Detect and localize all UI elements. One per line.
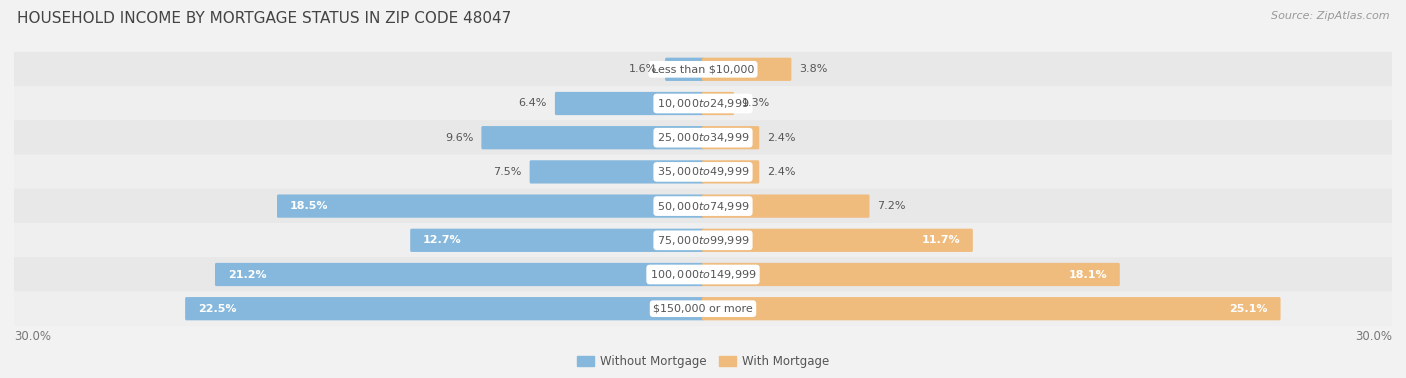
Text: 9.6%: 9.6% <box>444 133 474 143</box>
FancyBboxPatch shape <box>1 223 1405 258</box>
Text: 6.4%: 6.4% <box>519 99 547 108</box>
Text: $35,000 to $49,999: $35,000 to $49,999 <box>657 166 749 178</box>
Text: $50,000 to $74,999: $50,000 to $74,999 <box>657 200 749 212</box>
Text: Less than $10,000: Less than $10,000 <box>652 64 754 74</box>
Text: 7.2%: 7.2% <box>877 201 905 211</box>
FancyBboxPatch shape <box>1 189 1405 223</box>
Text: $150,000 or more: $150,000 or more <box>654 304 752 314</box>
Text: 12.7%: 12.7% <box>423 235 461 245</box>
Text: 30.0%: 30.0% <box>1355 330 1392 343</box>
Text: 30.0%: 30.0% <box>14 330 51 343</box>
Text: $100,000 to $149,999: $100,000 to $149,999 <box>650 268 756 281</box>
Text: HOUSEHOLD INCOME BY MORTGAGE STATUS IN ZIP CODE 48047: HOUSEHOLD INCOME BY MORTGAGE STATUS IN Z… <box>17 11 512 26</box>
FancyBboxPatch shape <box>702 194 869 218</box>
FancyBboxPatch shape <box>1 52 1405 87</box>
FancyBboxPatch shape <box>1 86 1405 121</box>
Legend: Without Mortgage, With Mortgage: Without Mortgage, With Mortgage <box>572 350 834 373</box>
Text: 1.6%: 1.6% <box>628 64 657 74</box>
Text: 21.2%: 21.2% <box>228 270 266 279</box>
FancyBboxPatch shape <box>702 297 1281 320</box>
FancyBboxPatch shape <box>1 120 1405 155</box>
FancyBboxPatch shape <box>702 263 1119 286</box>
Text: 18.1%: 18.1% <box>1069 270 1107 279</box>
FancyBboxPatch shape <box>1 257 1405 292</box>
FancyBboxPatch shape <box>702 229 973 252</box>
Text: 22.5%: 22.5% <box>198 304 236 314</box>
FancyBboxPatch shape <box>186 297 704 320</box>
FancyBboxPatch shape <box>1 291 1405 326</box>
FancyBboxPatch shape <box>702 160 759 184</box>
Text: $25,000 to $34,999: $25,000 to $34,999 <box>657 131 749 144</box>
FancyBboxPatch shape <box>277 194 704 218</box>
FancyBboxPatch shape <box>665 58 704 81</box>
Text: 11.7%: 11.7% <box>921 235 960 245</box>
Text: 18.5%: 18.5% <box>290 201 328 211</box>
FancyBboxPatch shape <box>481 126 704 149</box>
FancyBboxPatch shape <box>702 58 792 81</box>
Text: 2.4%: 2.4% <box>768 167 796 177</box>
FancyBboxPatch shape <box>702 126 759 149</box>
Text: 7.5%: 7.5% <box>494 167 522 177</box>
Text: 3.8%: 3.8% <box>800 64 828 74</box>
Text: $10,000 to $24,999: $10,000 to $24,999 <box>657 97 749 110</box>
Text: $75,000 to $99,999: $75,000 to $99,999 <box>657 234 749 247</box>
FancyBboxPatch shape <box>1 155 1405 189</box>
FancyBboxPatch shape <box>530 160 704 184</box>
FancyBboxPatch shape <box>215 263 704 286</box>
Text: 2.4%: 2.4% <box>768 133 796 143</box>
Text: 1.3%: 1.3% <box>742 99 770 108</box>
FancyBboxPatch shape <box>555 92 704 115</box>
FancyBboxPatch shape <box>411 229 704 252</box>
Text: 25.1%: 25.1% <box>1229 304 1268 314</box>
FancyBboxPatch shape <box>702 92 734 115</box>
Text: Source: ZipAtlas.com: Source: ZipAtlas.com <box>1271 11 1389 21</box>
